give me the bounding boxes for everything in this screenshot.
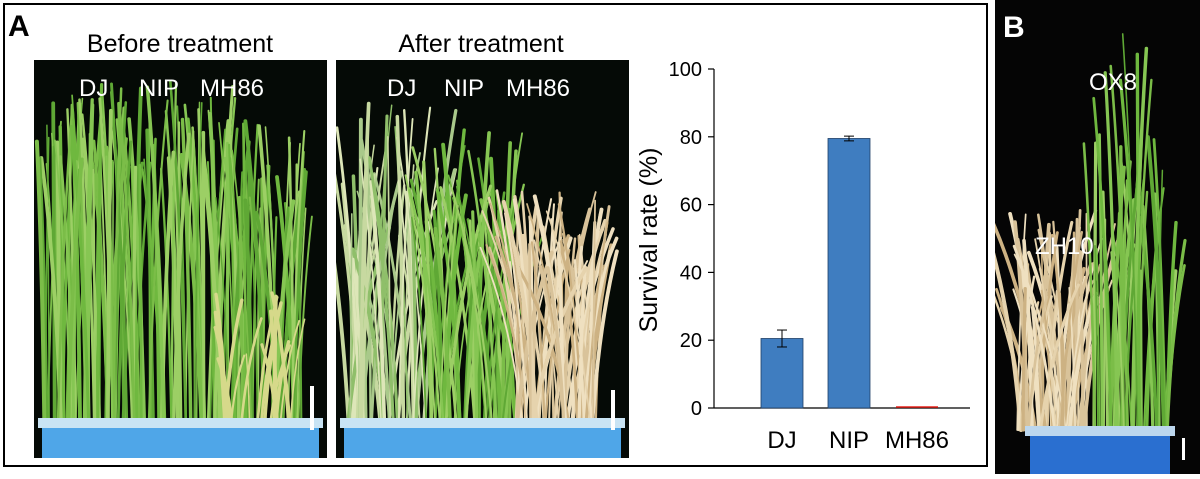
x-tick-label: DJ [767, 427, 796, 454]
tray-rim [340, 418, 625, 428]
before-treatment-plants [34, 60, 327, 458]
y-tick-label: 40 [680, 262, 702, 284]
y-tick-label: 60 [680, 195, 702, 217]
label-zh10: ZH10 [1035, 234, 1094, 260]
before-scale-bar [310, 386, 314, 430]
pot-rim [1025, 426, 1175, 436]
y-tick-label: 100 [669, 59, 702, 81]
bar-dj [761, 339, 803, 408]
after-scale-bar [611, 390, 615, 430]
before-label-mh86: MH86 [200, 76, 264, 102]
after-label-dj: DJ [387, 76, 416, 102]
before-label-dj: DJ [79, 76, 108, 102]
y-axis-label: Survival rate (%) [635, 148, 663, 333]
leaf [530, 244, 531, 420]
panel-b-letter: B [1003, 13, 1025, 43]
panel-a-letter: A [8, 12, 30, 42]
after-label-nip: NIP [444, 76, 484, 102]
x-tick-label: NIP [829, 427, 869, 454]
chart-bars: DJ NIP MH86 [761, 136, 949, 454]
panel-b-photo: B OX8 ZH10 [995, 0, 1200, 474]
y-tick-label: 80 [680, 127, 702, 149]
after-treatment-plants [336, 60, 629, 458]
tray [42, 424, 319, 458]
before-treatment-photo: DJ NIP MH86 [34, 60, 327, 458]
x-tick-label: MH86 [885, 427, 949, 454]
bar-nip [828, 138, 870, 408]
after-label-mh86: MH86 [506, 76, 570, 102]
after-treatment-photo: DJ NIP MH86 [336, 60, 629, 458]
survival-rate-chart: 0 20 40 60 80 100 DJ NIP MH86 Survival rate (%) [630, 55, 975, 465]
before-label-nip: NIP [139, 76, 179, 102]
label-ox8: OX8 [1089, 70, 1137, 96]
tray [344, 424, 621, 458]
y-tick-label: 20 [680, 330, 702, 352]
leaf [140, 165, 142, 420]
chart-axes: 0 20 40 60 80 100 [669, 59, 970, 420]
after-treatment-title: After treatment [335, 30, 627, 58]
pot [1030, 432, 1170, 474]
panel-b-scale-bar [1182, 438, 1185, 460]
tray-rim [38, 418, 323, 428]
y-tick-label: 0 [691, 398, 702, 420]
before-treatment-title: Before treatment [35, 30, 325, 58]
